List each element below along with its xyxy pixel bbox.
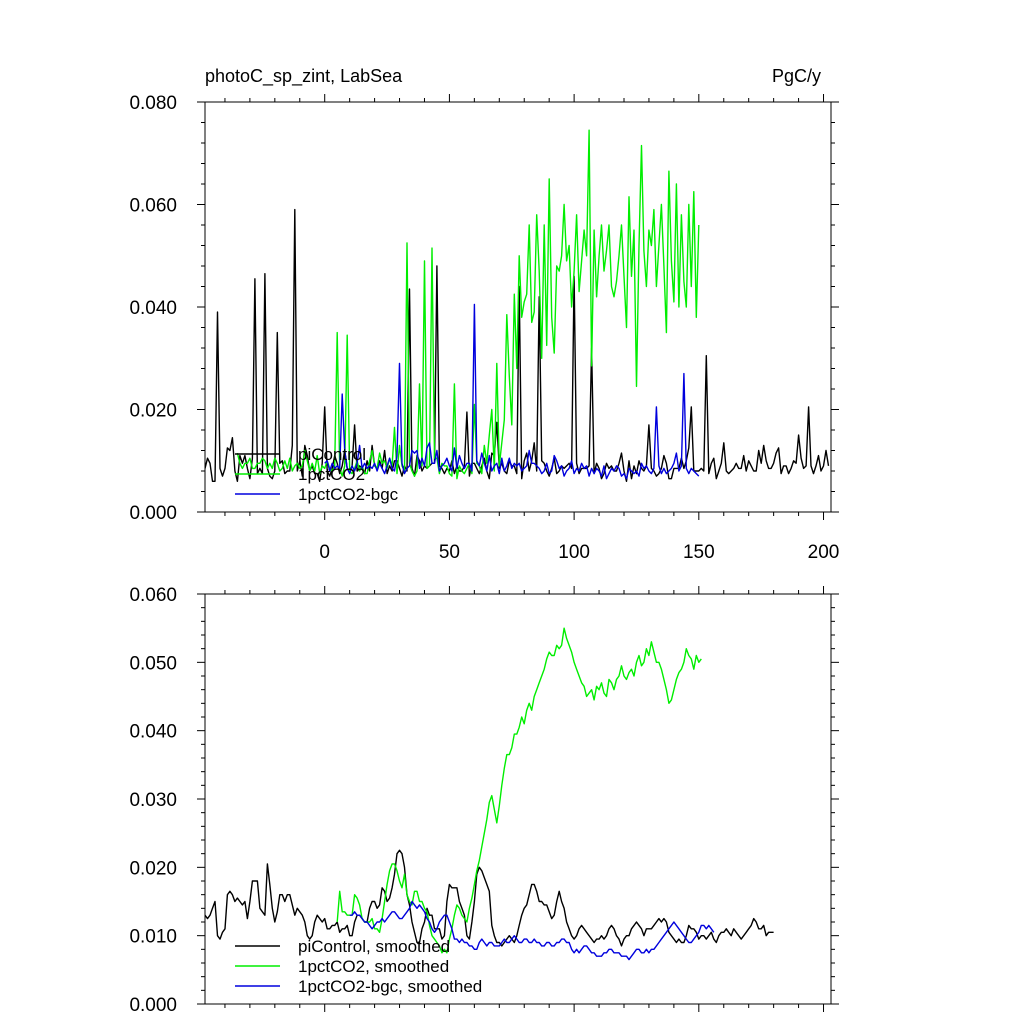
chart-1-ytick-label: 0.030: [129, 790, 177, 811]
chart-1-legend-label: piControl, smoothed: [298, 937, 450, 956]
chart-0-xtick-label: 150: [683, 542, 715, 563]
chart-1-ytick-label: 0.000: [129, 995, 177, 1016]
chart-0-ytick-label: 0.000: [129, 503, 177, 524]
chart-0-series-line-1: [236, 129, 700, 480]
chart-0-series-line-2: [324, 303, 700, 480]
chart-0-legend-label: 1pctCO2-bgc: [298, 485, 399, 504]
chart-1-series-line-2: [349, 900, 715, 961]
chart-0-ytick-label: 0.060: [129, 196, 177, 217]
chart-0-xtick-label: 50: [439, 542, 460, 563]
top-panel: 0.000 0.020 0.040 0.060 0.080 0 50 100 150 200 pho…: [129, 66, 839, 563]
chart-0-xtick-label: 200: [808, 542, 840, 563]
bottom-panel: 0.000 0.010 0.020 0.030 0.040 0.050 0.060 piCon…: [129, 585, 839, 1016]
chart-1-legend-label: 1pctCO2-bgc, smoothed: [298, 977, 482, 996]
chart-1-series-line-0: [205, 849, 774, 947]
chart-1-series-group: [205, 627, 774, 961]
chart-title: photoC_sp_zint, LabSea: [205, 66, 403, 87]
units-label: PgC/y: [772, 66, 821, 86]
chart-1-legend-label: 1pctCO2, smoothed: [298, 957, 449, 976]
chart-0-series-group: [205, 129, 830, 482]
chart-1-ytick-label: 0.040: [129, 722, 177, 743]
chart-1-ytick-label: 0.050: [129, 653, 177, 674]
chart-1-ytick-label: 0.060: [129, 585, 177, 606]
chart-0-xtick-label: 0: [319, 542, 330, 563]
chart-1-series-line-1: [336, 627, 702, 954]
chart-1-ytick-label: 0.020: [129, 858, 177, 879]
chart-0-legend-label: piControl: [298, 445, 366, 464]
chart-0-xtick-label: 100: [558, 542, 590, 563]
chart-1-ytick-label: 0.010: [129, 927, 177, 948]
chart-0-ytick-label: 0.040: [129, 298, 177, 319]
chart-0-ytick-label: 0.020: [129, 401, 177, 422]
chart-0-ytick-label: 0.080: [129, 93, 177, 114]
chart-0-legend-label: 1pctCO2: [298, 465, 365, 484]
